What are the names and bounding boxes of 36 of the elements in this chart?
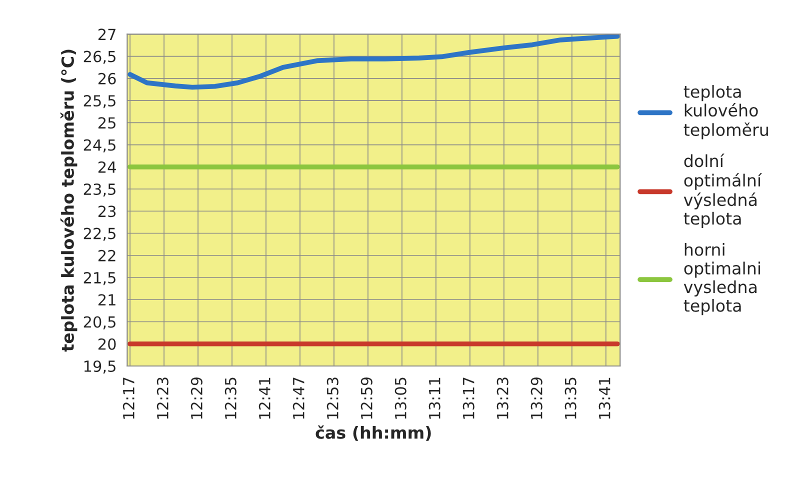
- x-tick-label: 12:59: [360, 377, 372, 419]
- y-tick-label: 21,5: [84, 272, 116, 286]
- x-tick-label: 12:47: [292, 378, 304, 419]
- y-tick-label: 24: [98, 161, 116, 173]
- x-tick-label: 13:05: [394, 378, 406, 419]
- y-tick-label: 23: [98, 206, 116, 218]
- x-tick-label: 13:29: [530, 377, 542, 419]
- x-axis-title: čas (hh:mm): [316, 425, 431, 441]
- y-tick-label: 19,5: [84, 360, 116, 374]
- x-tick-label: 12:35: [224, 378, 236, 419]
- x-tick-label: 12:41: [258, 378, 270, 419]
- legend-label: horni optimalni vysledna teplota: [684, 243, 760, 316]
- y-tick-label: 25,5: [84, 94, 116, 108]
- x-tick-label: 13:17: [462, 378, 474, 419]
- x-tick-label: 12:23: [156, 378, 168, 419]
- x-tick-label: 12:17: [122, 378, 134, 419]
- y-axis-title: teplota kulového teploměru (°C): [60, 50, 78, 352]
- x-tick-label: 12:53: [326, 378, 338, 419]
- y-tick-label: 20: [98, 338, 116, 350]
- y-tick-label: 22,5: [84, 228, 116, 241]
- y-tick-label: 27: [98, 28, 116, 40]
- y-tick-label: 20,5: [84, 316, 116, 330]
- y-tick-label: 21: [98, 294, 116, 306]
- x-tick-label: 13:23: [496, 378, 508, 419]
- y-tick-label: 23,5: [84, 183, 116, 197]
- legend-label: dolní optimální výsledná teplota: [684, 154, 762, 228]
- x-tick-label: 13:11: [428, 378, 440, 419]
- x-tick-label: 13:41: [598, 378, 610, 419]
- y-tick-label: 26: [98, 72, 116, 84]
- x-tick-label: 12:29: [190, 377, 202, 419]
- legend-label: teplota kulového teploměru: [684, 85, 768, 140]
- y-tick-label: 25: [98, 117, 116, 129]
- y-tick-label: 24,5: [84, 139, 116, 152]
- y-tick-label: 26,5: [84, 50, 116, 64]
- y-tick-label: 22: [98, 250, 116, 262]
- x-tick-label: 13:35: [564, 378, 576, 419]
